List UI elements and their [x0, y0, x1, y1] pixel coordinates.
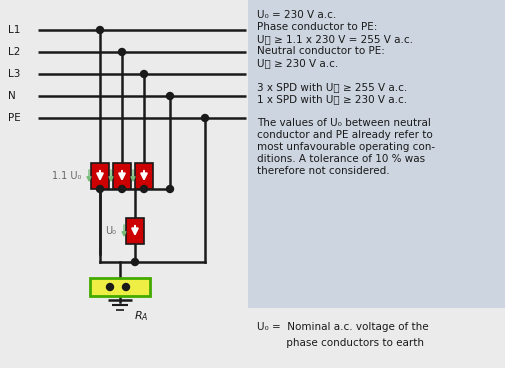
Text: Neutral conductor to PE:: Neutral conductor to PE: [257, 46, 384, 56]
Bar [247, 0, 505, 308]
Bar [113, 163, 131, 189]
Text: conductor and PE already refer to: conductor and PE already refer to [257, 130, 432, 140]
Circle shape [166, 92, 173, 99]
Bar [91, 163, 109, 189]
Text: 1 x SPD with UⲜ ≥ 230 V a.c.: 1 x SPD with UⲜ ≥ 230 V a.c. [257, 94, 407, 104]
Text: most unfavourable operating con-: most unfavourable operating con- [257, 142, 434, 152]
Circle shape [131, 258, 138, 265]
Text: U₀: U₀ [105, 226, 116, 236]
Circle shape [166, 185, 173, 192]
Text: UⲜ ≥ 1.1 x 230 V = 255 V a.c.: UⲜ ≥ 1.1 x 230 V = 255 V a.c. [257, 34, 412, 44]
Circle shape [201, 114, 208, 121]
Bar [135, 163, 153, 189]
Circle shape [96, 185, 104, 192]
Circle shape [140, 185, 147, 192]
Text: 1.1 U₀: 1.1 U₀ [52, 171, 81, 181]
Text: ditions. A tolerance of 10 % was: ditions. A tolerance of 10 % was [257, 154, 424, 164]
Text: Phase conductor to PE:: Phase conductor to PE: [257, 22, 377, 32]
Text: 3 x SPD with UⲜ ≥ 255 V a.c.: 3 x SPD with UⲜ ≥ 255 V a.c. [257, 82, 407, 92]
Text: phase conductors to earth: phase conductors to earth [257, 338, 423, 348]
Bar [90, 278, 149, 296]
Circle shape [96, 26, 104, 33]
Circle shape [106, 283, 113, 290]
Text: PE: PE [8, 113, 21, 123]
Circle shape [122, 283, 129, 290]
Text: UⲜ ≥ 230 V a.c.: UⲜ ≥ 230 V a.c. [257, 58, 337, 68]
Text: R$_A$: R$_A$ [134, 309, 148, 323]
Text: The values of U₀ between neutral: The values of U₀ between neutral [257, 118, 430, 128]
Bar [126, 218, 144, 244]
Text: L3: L3 [8, 69, 20, 79]
Text: L1: L1 [8, 25, 20, 35]
Circle shape [118, 49, 125, 56]
Circle shape [140, 71, 147, 78]
Circle shape [118, 185, 125, 192]
Text: U₀ = 230 V a.c.: U₀ = 230 V a.c. [257, 10, 336, 20]
Text: N: N [8, 91, 16, 101]
Text: therefore not considered.: therefore not considered. [257, 166, 389, 176]
Text: U₀ =  Nominal a.c. voltage of the: U₀ = Nominal a.c. voltage of the [257, 322, 428, 332]
Text: L2: L2 [8, 47, 20, 57]
